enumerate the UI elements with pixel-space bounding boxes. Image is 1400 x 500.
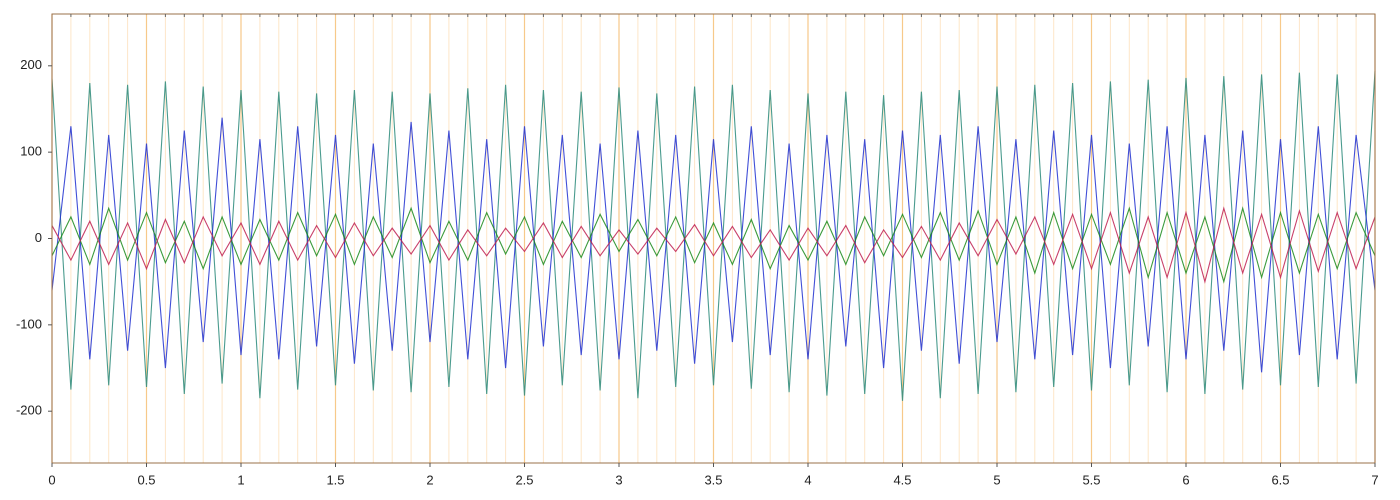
x-tick-label: 2 (426, 472, 433, 487)
x-tick-label: 3.5 (704, 472, 722, 487)
signal-line (51, 206, 1376, 284)
x-tick-label: 2.5 (515, 472, 533, 487)
x-tick-label: 4.5 (893, 472, 911, 487)
plot-area (51, 70, 1376, 401)
x-tick-label: 6.5 (1271, 472, 1289, 487)
x-tick-label: 1 (237, 472, 244, 487)
signal-line (51, 117, 1376, 373)
x-tick-label: 6 (1182, 472, 1189, 487)
x-tick-label: 0 (48, 472, 55, 487)
y-tick-label: -100 (16, 316, 42, 331)
x-tick-label: 5 (993, 472, 1000, 487)
y-tick-label: -200 (16, 403, 42, 418)
signal-line (51, 206, 1376, 284)
signal-line (51, 70, 1376, 401)
axes: 0 0.5 1 1.5 2 2.5 3 3.5 4 4.5 5 5.5 6 6.5 7 -200 -100 0 10… (16, 14, 1379, 487)
y-tick-label: 200 (20, 57, 42, 72)
x-tick-label: 1.5 (326, 472, 344, 487)
y-tick-label: 100 (20, 144, 42, 159)
x-tick-label: 7 (1371, 472, 1378, 487)
x-tick-label: 4 (804, 472, 811, 487)
x-tick-label: 5.5 (1082, 472, 1100, 487)
x-tick-label: 0.5 (137, 472, 155, 487)
y-tick-label: 0 (35, 230, 42, 245)
x-tick-label: 3 (615, 472, 622, 487)
